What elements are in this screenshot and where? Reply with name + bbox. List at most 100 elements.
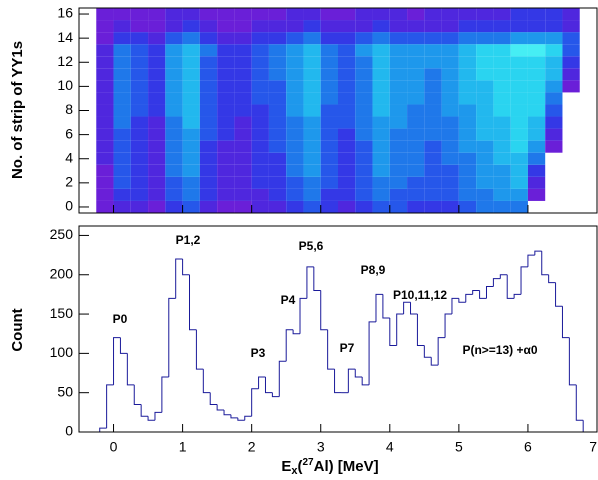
hist-step (285, 329, 294, 362)
heat-cell (493, 68, 511, 81)
heat-cell (320, 164, 338, 177)
hist-step (106, 384, 114, 429)
heat-cell (493, 176, 511, 189)
heat-cell (113, 8, 131, 21)
heat-cell (286, 128, 304, 141)
heat-cell (580, 201, 597, 213)
heat-cell (320, 104, 338, 117)
heat-cell (286, 176, 304, 189)
hist-step (568, 337, 577, 386)
x-tick-label: 4 (386, 439, 394, 455)
heat-cell (580, 20, 597, 32)
heat-cell (268, 56, 287, 69)
heat-cell (493, 116, 511, 129)
heat-cell (217, 56, 235, 69)
heat-cell (251, 104, 269, 117)
y-tick-label: 0 (65, 198, 73, 214)
heat-cell (338, 80, 356, 93)
heat-cell (424, 152, 442, 165)
heat-cell (545, 68, 563, 81)
y-axis-label: No. of strip of YY1s (9, 41, 26, 179)
heat-cell (234, 8, 252, 21)
heat-cell (268, 176, 287, 189)
heat-cell (113, 32, 131, 45)
heat-cell (441, 116, 459, 129)
heat-cell (113, 188, 131, 201)
heat-cell (251, 152, 269, 165)
heat-cell (79, 44, 96, 56)
heat-cell (545, 165, 562, 177)
heat-cell (476, 140, 494, 153)
heat-cell (510, 44, 528, 57)
heat-cell (268, 68, 287, 81)
heat-cell (372, 104, 390, 117)
heat-cell (268, 128, 287, 141)
heat-cell (217, 44, 235, 57)
heat-cell (458, 44, 477, 57)
hist-step (168, 297, 176, 377)
heat-cell (303, 68, 321, 81)
heat-cell (580, 129, 597, 141)
heat-cell (355, 92, 373, 105)
heat-cell (96, 44, 114, 57)
heat-cell (527, 56, 546, 69)
heat-cell (372, 32, 390, 45)
heat-cell (545, 20, 563, 33)
heat-cell (389, 32, 408, 45)
heat-cell (424, 56, 442, 69)
heat-cell (199, 140, 218, 153)
heat-cell (424, 68, 442, 81)
heat-cell (580, 141, 597, 153)
heat-cell (355, 104, 373, 117)
heat-cell (130, 116, 149, 129)
heat-cell (355, 68, 373, 81)
heat-cell (458, 176, 477, 189)
heat-cell (234, 44, 252, 57)
hist-step (472, 289, 480, 295)
heat-cell (372, 68, 390, 81)
heat-cell (148, 20, 166, 33)
heat-cell (217, 188, 235, 201)
heat-cell (527, 44, 546, 57)
heat-cell (424, 128, 442, 141)
heat-cell (493, 164, 511, 177)
heat-cell (510, 8, 528, 21)
heat-cell (268, 92, 287, 105)
heat-cell (303, 80, 321, 93)
hist-step (416, 314, 425, 347)
heat-cell (182, 200, 200, 213)
heat-cell (182, 188, 200, 201)
heat-cell (268, 8, 287, 21)
hist-step (99, 427, 107, 432)
heat-cell (441, 128, 459, 141)
heat-cell (286, 116, 304, 129)
heat-cell (355, 140, 373, 153)
heat-cell (303, 56, 321, 69)
peak-annotation: P1,2 (176, 233, 201, 247)
heat-cell (355, 188, 373, 201)
heat-cell (165, 68, 183, 81)
heat-cell (338, 104, 356, 117)
heat-cell (407, 176, 425, 189)
heat-cell (130, 164, 149, 177)
hist-step (161, 376, 169, 413)
heat-cell (130, 104, 149, 117)
hist-step (582, 420, 591, 433)
heat-cell (199, 56, 218, 69)
heat-cell (165, 32, 183, 45)
heat-cell (113, 56, 131, 69)
heat-cell (527, 152, 546, 165)
peak-annotation: P5,6 (299, 239, 324, 253)
heat-cell (424, 200, 442, 213)
heat-cell (407, 128, 425, 141)
heat-cell (458, 92, 477, 105)
x-tick-label: 6 (524, 439, 532, 455)
heat-cell (441, 164, 459, 177)
heat-cell (234, 140, 252, 153)
heat-cell (96, 92, 114, 105)
hist-step (278, 360, 287, 397)
heat-cell (251, 56, 269, 69)
y-tick-label: 0 (65, 423, 73, 439)
heat-cell (527, 20, 546, 33)
heat-cell (268, 164, 287, 177)
